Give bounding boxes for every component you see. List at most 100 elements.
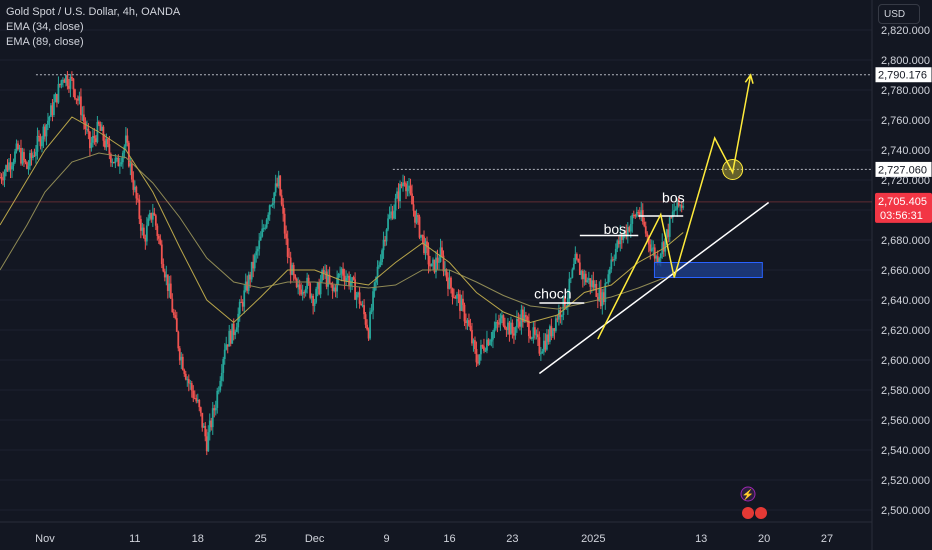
candle-body	[169, 283, 172, 299]
candle-body	[246, 281, 249, 291]
candle-body	[171, 298, 174, 313]
candle-body	[210, 420, 213, 428]
x-tick-label: Dec	[305, 533, 325, 545]
candle-body	[524, 315, 527, 318]
candle-body	[282, 204, 285, 214]
candle-body	[126, 135, 129, 143]
candle-body	[204, 425, 207, 437]
candle-body	[376, 266, 379, 277]
candle-body	[65, 75, 67, 83]
candle-body	[78, 96, 81, 101]
candle-body	[328, 275, 331, 283]
candle-body	[492, 331, 494, 340]
candle-body	[87, 128, 90, 132]
candle-body	[508, 322, 511, 335]
level-price-label: 2,727.060	[878, 164, 927, 176]
candle-body	[259, 236, 262, 241]
candle-body	[12, 162, 15, 166]
x-tick-label: 20	[758, 533, 770, 545]
candle-body	[312, 295, 315, 306]
candle-body	[53, 102, 55, 115]
y-tick-label: 2,740.000	[881, 145, 930, 157]
candle-body	[102, 126, 105, 141]
candle-body	[333, 287, 336, 292]
candle-body	[93, 135, 96, 139]
candle-body	[680, 205, 683, 208]
candle-body	[604, 283, 607, 302]
candle-body	[400, 183, 403, 187]
candle-body	[139, 218, 142, 231]
candle-body	[36, 135, 39, 152]
candle-body	[385, 229, 388, 242]
y-tick-label: 2,660.000	[881, 265, 930, 277]
level-price-tag	[874, 160, 932, 178]
candle-body	[381, 250, 383, 263]
candle-body	[529, 336, 532, 339]
candle-body	[174, 315, 177, 319]
candle-body	[186, 379, 189, 381]
candle-body	[303, 292, 306, 294]
candle-body	[301, 292, 304, 295]
candle-body	[231, 323, 234, 344]
candle-body	[280, 195, 283, 205]
candle-body	[289, 257, 292, 275]
candle-body	[56, 94, 58, 103]
y-tick-label: 2,800.000	[881, 55, 930, 67]
candle-body	[165, 274, 168, 278]
ema34-line	[0, 116, 684, 324]
candle-body	[283, 213, 286, 234]
candle-body	[225, 344, 228, 350]
candle-body	[490, 339, 493, 342]
candle-body	[677, 198, 680, 206]
candle-body	[264, 227, 267, 229]
candle-body	[617, 240, 620, 245]
candle-body	[162, 263, 165, 272]
candle-body	[2, 179, 4, 181]
candle-body	[656, 256, 659, 263]
ema89-legend[interactable]: EMA (89, close)	[6, 36, 84, 48]
candle-body	[111, 161, 114, 163]
candle-body	[33, 155, 36, 157]
symbol-title[interactable]: Gold Spot / U.S. Dollar, 4h, OANDA	[6, 6, 181, 18]
candle-body	[517, 319, 520, 322]
projection-path	[597, 74, 752, 340]
candle-body	[589, 278, 592, 287]
candle-body	[51, 105, 54, 115]
candle-body	[240, 301, 243, 303]
candle-body	[424, 241, 427, 254]
candle-body	[262, 228, 265, 230]
candle-body	[643, 221, 646, 227]
candle-body	[501, 315, 503, 319]
candle-body	[465, 321, 467, 324]
candle-body	[273, 192, 276, 204]
candle-body	[415, 215, 418, 223]
candle-body	[504, 325, 506, 329]
candle-body	[436, 257, 439, 263]
candle-body	[522, 309, 524, 323]
candle-body	[187, 379, 190, 384]
candle-body	[637, 212, 640, 214]
x-tick-label: Nov	[35, 533, 55, 545]
candle-body	[195, 398, 198, 402]
candle-body	[100, 126, 103, 131]
candle-body	[80, 96, 82, 115]
candle-body	[354, 279, 356, 300]
candle-body	[286, 238, 289, 257]
candle-body	[17, 143, 19, 150]
candle-body	[222, 359, 225, 373]
candle-body	[156, 225, 159, 236]
ema34-legend[interactable]: EMA (34, close)	[6, 21, 84, 33]
currency-button[interactable]: USD	[878, 4, 920, 24]
candle-body	[334, 287, 337, 292]
candle-body	[83, 114, 85, 122]
level-price-tag	[874, 66, 932, 84]
candle-body	[9, 162, 12, 170]
candle-body	[510, 322, 512, 335]
candle-body	[75, 98, 78, 100]
candle-body	[276, 183, 279, 187]
candle-body	[610, 259, 613, 270]
candle-body	[480, 345, 482, 355]
candle-body	[267, 214, 270, 220]
candle-body	[69, 76, 72, 89]
